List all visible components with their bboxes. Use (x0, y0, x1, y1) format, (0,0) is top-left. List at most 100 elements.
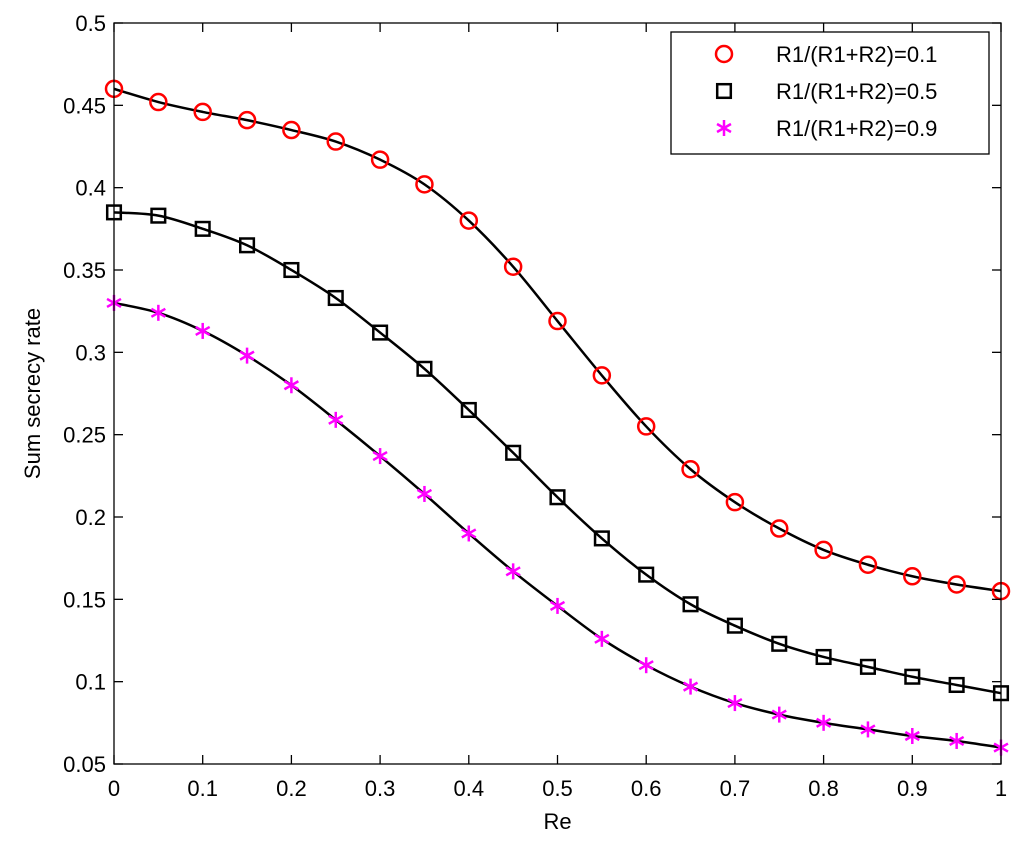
data-point (682, 678, 699, 695)
y-tick-label: 0.5 (75, 11, 106, 36)
data-point (415, 175, 434, 194)
data-point (416, 485, 433, 502)
y-axis-label: Sum secrecy rate (20, 308, 45, 479)
asterisk-stroke (372, 450, 388, 462)
data-point (370, 150, 390, 169)
data-point (858, 555, 878, 575)
x-tick-label: 0.4 (454, 776, 485, 801)
y-tick-label: 0.35 (63, 258, 106, 283)
x-axis-label: Re (543, 809, 571, 834)
legend-marker (715, 82, 733, 100)
y-tick-label: 0.25 (63, 423, 106, 448)
asterisk-stroke (682, 681, 699, 692)
data-point (593, 530, 610, 547)
legend-item-3: R1/(R1+R2)=0.9 (716, 116, 937, 141)
legend-marker (714, 44, 734, 64)
series-1 (104, 79, 1011, 601)
x-tick-label: 0.2 (276, 776, 307, 801)
data-point (949, 732, 965, 749)
data-point (771, 635, 788, 652)
data-point (947, 575, 966, 594)
x-tick-label: 0.8 (808, 776, 839, 801)
data-point (548, 311, 567, 331)
asterisk-stroke (638, 660, 654, 671)
asterisk-stroke (416, 488, 433, 500)
data-point (237, 110, 257, 130)
data-point (416, 360, 433, 377)
y-tick-label: 0.1 (75, 670, 106, 695)
data-point (636, 417, 656, 436)
data-point (594, 630, 610, 647)
data-point (239, 237, 256, 254)
asterisk-stroke (283, 380, 299, 391)
data-point (549, 489, 566, 506)
y-tick-label: 0.05 (63, 752, 106, 777)
y-tick-label: 0.45 (63, 93, 106, 118)
data-point (771, 706, 787, 723)
y-tick-label: 0.15 (63, 587, 106, 612)
data-point (592, 366, 612, 385)
data-point (149, 92, 168, 112)
x-tick-label: 0.5 (542, 776, 573, 801)
data-point (682, 596, 699, 613)
data-point (327, 289, 344, 307)
legend-marker (716, 120, 732, 136)
asterisk-stroke (461, 528, 477, 539)
series-2 (105, 204, 1010, 702)
asterisk-stroke (771, 709, 787, 720)
data-point (150, 207, 167, 224)
x-tick-label: 1 (995, 776, 1007, 801)
data-point (283, 377, 299, 394)
asterisk-stroke (816, 717, 832, 728)
asterisk-stroke (727, 697, 743, 709)
data-point (903, 567, 922, 586)
data-point (150, 304, 166, 321)
asterisk-stroke (549, 600, 566, 612)
series-line (113, 87, 1002, 593)
data-point (549, 597, 566, 614)
data-point (459, 211, 479, 230)
data-point (372, 324, 389, 341)
x-tick-label: 0.3 (365, 776, 396, 801)
data-point (460, 401, 477, 419)
y-tick-label: 0.2 (75, 505, 106, 530)
data-point (859, 658, 877, 675)
series-3 (106, 294, 1009, 756)
data-point (725, 492, 745, 512)
data-point (328, 411, 344, 428)
data-point (372, 448, 388, 465)
asterisk-stroke (594, 633, 610, 644)
legend-item-1: R1/(R1+R2)=0.1 (714, 42, 937, 67)
data-point (503, 257, 523, 276)
data-point (860, 721, 876, 738)
asterisk-stroke (239, 350, 255, 361)
asterisk-stroke (328, 414, 344, 425)
data-point (904, 668, 921, 685)
legend-label: R1/(R1+R2)=0.9 (776, 116, 937, 141)
data-point (814, 540, 833, 560)
asterisk-stroke (904, 730, 920, 742)
asterisk-stroke (150, 307, 166, 318)
legend: R1/(R1+R2)=0.1 R1/(R1+R2)=0.5 R1/(R1+R2)=0… (670, 31, 990, 155)
legend-label: R1/(R1+R2)=0.5 (776, 79, 937, 104)
data-point (195, 322, 211, 339)
series-line (113, 211, 1002, 695)
data-point (283, 261, 300, 279)
asterisk-stroke (195, 325, 211, 337)
asterisk-stroke (949, 735, 965, 747)
data-point (638, 566, 655, 583)
axes-layer: 0 0.1 0.2 0.3 0.4 0.5 0.6 0.7 0.8 0.9 1 0.05 0.1 0.15… (63, 11, 1007, 801)
data-point (727, 695, 743, 712)
data-point (239, 347, 255, 364)
y-tick-label: 0.3 (75, 340, 106, 365)
data-point (904, 728, 920, 745)
data-point (193, 102, 212, 122)
data-point (461, 525, 477, 542)
data-point (505, 444, 522, 461)
data-point (726, 617, 743, 634)
x-tick-label: 0 (108, 776, 120, 801)
asterisk-stroke (505, 566, 521, 577)
data-point (815, 648, 832, 666)
data-point (681, 459, 700, 479)
